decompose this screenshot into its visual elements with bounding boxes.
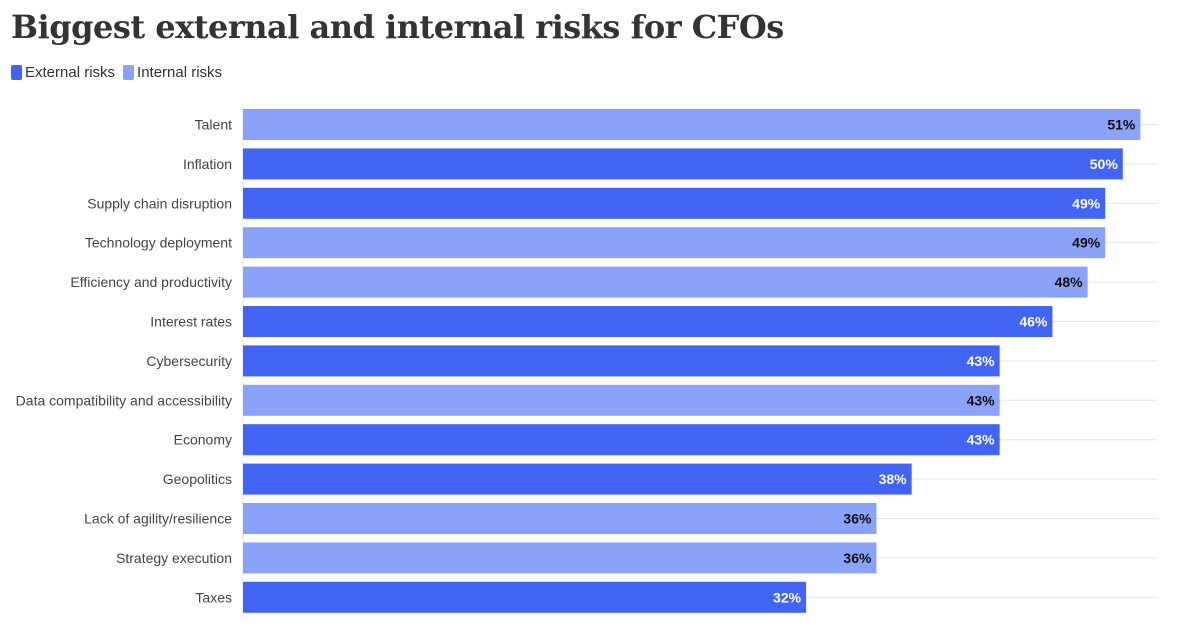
legend-label-external: External risks bbox=[25, 64, 116, 81]
category-label: Geopolitics bbox=[163, 471, 232, 487]
value-label: 36% bbox=[843, 511, 872, 527]
category-label: Interest rates bbox=[150, 314, 232, 330]
value-label: 49% bbox=[1072, 195, 1101, 211]
category-label: Inflation bbox=[183, 156, 232, 172]
value-label: 46% bbox=[1019, 314, 1048, 330]
bar-external[interactable] bbox=[243, 424, 1000, 456]
legend-swatch-internal bbox=[123, 65, 135, 80]
legend-swatch-external bbox=[11, 65, 22, 80]
bar-internal[interactable] bbox=[243, 109, 1141, 140]
category-label: Talent bbox=[195, 117, 232, 133]
legend-item-external[interactable]: External risks bbox=[11, 64, 115, 81]
bar-internal[interactable] bbox=[243, 384, 1000, 416]
category-label: Taxes bbox=[195, 589, 232, 605]
category-label: Cybersecurity bbox=[146, 353, 232, 369]
value-label: 32% bbox=[773, 589, 802, 605]
value-label: 49% bbox=[1072, 235, 1101, 251]
category-label: Supply chain disruption bbox=[87, 195, 232, 211]
bar-external[interactable] bbox=[243, 306, 1053, 337]
legend-label-internal: Internal risks bbox=[137, 64, 223, 81]
category-label: Efficiency and productivity bbox=[70, 274, 232, 290]
bar-external[interactable] bbox=[243, 581, 807, 613]
bar-internal[interactable] bbox=[243, 266, 1088, 298]
value-label: 50% bbox=[1090, 156, 1119, 172]
value-label: 43% bbox=[967, 353, 996, 369]
chart-title: Biggest external and internal risks for … bbox=[11, 8, 784, 46]
value-label: 43% bbox=[967, 392, 996, 408]
value-label: 43% bbox=[967, 432, 996, 448]
bar-external[interactable] bbox=[243, 148, 1123, 180]
category-label: Data compatibility and accessibility bbox=[16, 392, 232, 408]
category-label: Technology deployment bbox=[85, 235, 232, 251]
bar-internal[interactable] bbox=[243, 503, 877, 534]
bar-external[interactable] bbox=[243, 345, 1000, 377]
bar-external[interactable] bbox=[243, 463, 912, 495]
legend-item-internal[interactable]: Internal risks bbox=[123, 64, 222, 81]
value-label: 36% bbox=[843, 550, 872, 566]
category-label: Lack of agility/resilience bbox=[84, 511, 232, 527]
value-label: 48% bbox=[1055, 274, 1084, 290]
bar-internal[interactable] bbox=[243, 227, 1106, 259]
value-label: 51% bbox=[1107, 117, 1136, 133]
category-label: Economy bbox=[174, 432, 232, 448]
legend: External risks Internal risks bbox=[11, 64, 230, 81]
bar-external[interactable] bbox=[243, 187, 1106, 219]
category-label: Strategy execution bbox=[116, 550, 232, 566]
value-label: 38% bbox=[879, 471, 908, 487]
bar-internal[interactable] bbox=[243, 542, 877, 574]
